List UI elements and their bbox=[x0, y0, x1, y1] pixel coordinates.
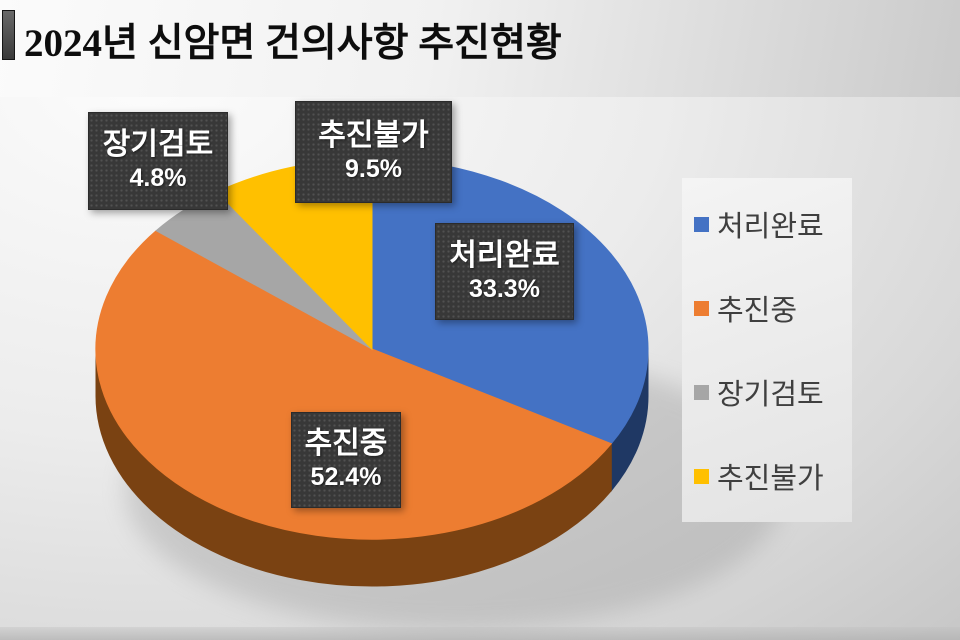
legend-label-complete: 처리완료 bbox=[717, 211, 824, 243]
title-band bbox=[0, 0, 960, 97]
title-accent-bar bbox=[2, 10, 15, 60]
legend-swatch-complete bbox=[694, 216, 709, 232]
data-label-notpossible-pct: 9.5% bbox=[345, 155, 402, 184]
data-label-complete-text: 처리완료 bbox=[449, 238, 560, 272]
data-label-longterm: 장기검토 4.8% bbox=[88, 112, 228, 210]
pie-slice-1 bbox=[95, 230, 613, 540]
data-label-longterm-pct: 4.8% bbox=[129, 164, 187, 193]
data-label-inprogress-pct: 52.4% bbox=[310, 463, 382, 492]
legend-item-notpossible: 추진불가 bbox=[694, 455, 852, 497]
data-label-complete: 처리완료 33.3% bbox=[435, 223, 574, 320]
legend-item-inprogress: 추진중 bbox=[694, 287, 852, 329]
legend-swatch-longterm bbox=[694, 384, 709, 400]
legend-item-longterm: 장기검토 bbox=[694, 371, 852, 413]
legend-label-longterm: 장기검토 bbox=[717, 379, 824, 411]
legend-swatch-notpossible bbox=[694, 468, 709, 484]
data-label-complete-pct: 33.3% bbox=[469, 274, 540, 303]
data-label-longterm-text: 장기검토 bbox=[102, 128, 214, 162]
legend-item-complete: 처리완료 bbox=[694, 203, 852, 245]
data-label-notpossible-text: 추진불가 bbox=[318, 119, 429, 153]
legend-swatch-inprogress bbox=[694, 300, 709, 316]
data-label-inprogress: 추진중 52.4% bbox=[291, 412, 401, 508]
legend-label-notpossible: 추진불가 bbox=[717, 463, 824, 495]
data-label-inprogress-text: 추진중 bbox=[304, 427, 388, 461]
legend-label-inprogress: 추진중 bbox=[717, 295, 798, 327]
data-label-notpossible: 추진불가 9.5% bbox=[295, 101, 452, 203]
bottom-shade bbox=[0, 627, 960, 640]
chart-legend: 처리완료 추진중 장기검토 추진불가 bbox=[682, 178, 852, 522]
page-title: 2024년 신암면 건의사항 추진현황 bbox=[24, 22, 562, 65]
